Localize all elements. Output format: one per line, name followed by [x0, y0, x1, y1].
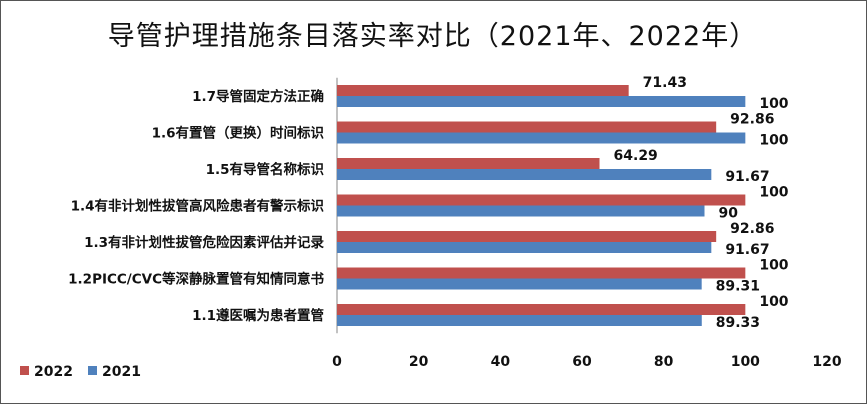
legend-swatch-2021 — [88, 366, 97, 375]
bar-2022 — [337, 231, 717, 242]
chart-title: 导管护理措施条目落实率对比（2021年、2022年） — [107, 21, 758, 52]
data-label-2022: 100 — [759, 294, 788, 310]
category-label: 1.7导管固定方法正确 — [192, 88, 324, 105]
data-label-2021: 89.31 — [716, 279, 760, 295]
category-label: 1.5有导管名称标识 — [206, 161, 325, 178]
bar-2021 — [337, 96, 746, 107]
bar-2022 — [337, 121, 717, 133]
bar-2021 — [337, 278, 702, 290]
bar-2022 — [337, 304, 746, 315]
data-label-2022: 71.43 — [643, 75, 687, 91]
category-label: 1.1遵医嘱为患者置管 — [192, 307, 324, 324]
bar-2022 — [337, 158, 600, 169]
data-label-2021: 100 — [759, 133, 788, 149]
data-label-2021: 90 — [719, 206, 739, 222]
bar-2021 — [337, 242, 712, 253]
data-label-2022: 100 — [759, 185, 788, 201]
data-label-2022: 92.86 — [730, 221, 774, 237]
x-tick-label: 20 — [409, 354, 429, 370]
category-label: 1.4有非计划性拔管高风险患者有警示标识 — [71, 198, 325, 215]
bar-2021 — [337, 132, 746, 144]
data-label-2021: 89.33 — [716, 315, 760, 331]
x-tick-label: 100 — [731, 354, 760, 370]
bar-2022 — [337, 267, 746, 279]
data-label-2021: 100 — [759, 96, 788, 112]
x-tick-label: 60 — [572, 354, 592, 370]
bar-2021 — [337, 315, 702, 326]
data-label-2021: 91.67 — [725, 169, 769, 185]
x-tick-label: 120 — [812, 354, 841, 370]
legend-label-2022: 2022 — [34, 364, 73, 380]
x-tick-label: 40 — [491, 354, 511, 370]
legend-swatch-2022 — [20, 366, 29, 375]
category-label: 1.2PICC/CVC等深静脉置管有知情同意书 — [68, 271, 324, 288]
category-label: 1.3有非计划性拔管危险因素评估并记录 — [84, 234, 324, 251]
data-label-2021: 91.67 — [725, 242, 769, 258]
bar-2022 — [337, 194, 746, 206]
data-label-2022: 100 — [759, 258, 788, 274]
data-label-2022: 64.29 — [614, 148, 658, 164]
bar-2021 — [337, 169, 712, 180]
category-label: 1.6有置管（更换）时间标识 — [152, 125, 325, 142]
x-tick-label: 80 — [654, 354, 674, 370]
bar-2021 — [337, 205, 705, 217]
legend-label-2021: 2021 — [102, 364, 141, 380]
x-tick-label: 0 — [332, 354, 342, 370]
bar-2022 — [337, 85, 629, 96]
data-label-2022: 92.86 — [730, 112, 774, 128]
